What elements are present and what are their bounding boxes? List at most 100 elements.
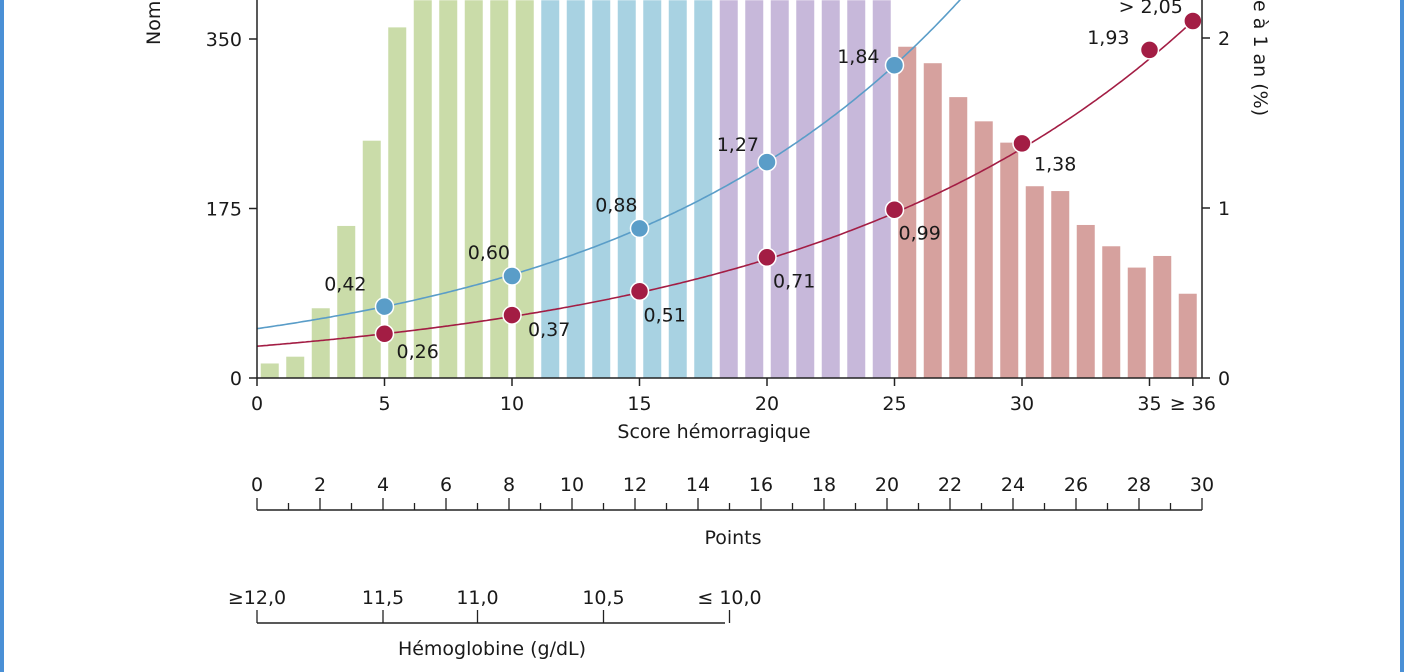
- x-tick-label: 0: [251, 393, 263, 415]
- points-tick-label: 8: [503, 474, 515, 496]
- hemoglobin-scale-title: Hémoglobine (g/dL): [398, 638, 586, 660]
- series-marker: [884, 55, 905, 75]
- data-label: 1,27: [717, 134, 759, 156]
- series-marker: [1139, 40, 1160, 60]
- points-tick-label: 6: [440, 474, 452, 496]
- x-tick-label: 30: [1010, 393, 1034, 415]
- bar: [617, 0, 636, 379]
- bar: [260, 363, 279, 378]
- bar: [1102, 246, 1121, 378]
- bar: [1051, 191, 1070, 378]
- hemoglobin-tick-label: 11,5: [362, 587, 404, 609]
- points-tick-label: 18: [812, 474, 836, 496]
- data-label: 1,38: [1034, 153, 1076, 175]
- bar: [413, 0, 432, 379]
- series-marker: [629, 218, 650, 239]
- bar: [872, 0, 891, 379]
- x-tick-label: 5: [378, 393, 390, 415]
- points-tick-label: 16: [749, 474, 773, 496]
- data-label: 0,26: [397, 341, 439, 363]
- x-tick-label: 15: [627, 393, 651, 415]
- y-left-tick-label: 175: [206, 199, 242, 221]
- y-right-tick-label: 1: [1218, 198, 1230, 220]
- bar: [439, 0, 458, 379]
- bar: [337, 225, 356, 378]
- bar: [745, 0, 764, 379]
- bar: [719, 0, 738, 379]
- data-label: 0,71: [773, 270, 815, 292]
- bar: [515, 0, 534, 379]
- points-tick-label: 12: [623, 474, 647, 496]
- series-marker: [1012, 133, 1032, 154]
- data-label: 0,51: [644, 304, 686, 326]
- hemoglobin-tick-label: ≤ 10,0: [697, 587, 761, 609]
- hemoglobin-tick-label: ≥12,0: [228, 587, 286, 609]
- bar: [821, 0, 840, 379]
- bar: [592, 0, 611, 379]
- series-marker: [502, 266, 522, 286]
- curves-layer: 0,42 0,60 0,88 1,27 1,84 0,26 0,37 0,51 0,71 0,99…: [256, 0, 1203, 363]
- bar: [1153, 255, 1172, 378]
- series-marker: [884, 199, 905, 220]
- series-marker: [374, 296, 395, 317]
- hemoglobin-tick-label: 11,0: [456, 587, 498, 609]
- series-marker: [757, 247, 777, 268]
- points-tick-label: 30: [1190, 474, 1214, 496]
- series-marker: [757, 152, 777, 172]
- hemoglobin-scale: ≥12,0 11,5 11,0 10,5 ≤ 10,0: [228, 587, 762, 624]
- points-scale-title: Points: [704, 527, 761, 549]
- bars-layer: [260, 0, 1197, 379]
- bar: [1025, 186, 1044, 378]
- points-tick-label: 14: [686, 474, 710, 496]
- points-scale: 0 2 4 6 8 10 12 14 16 18 20 22 24 26 28 30: [251, 474, 1214, 511]
- points-tick-label: 0: [251, 474, 263, 496]
- bar: [490, 0, 509, 379]
- series-marker: [1183, 11, 1203, 31]
- data-label: 1,84: [837, 46, 879, 68]
- bar: [1000, 142, 1019, 378]
- hemoglobin-tick-label: 10,5: [582, 587, 624, 609]
- bar: [796, 0, 815, 379]
- data-label: 0,99: [899, 223, 941, 245]
- x-tick-label: ≥ 36: [1170, 393, 1216, 415]
- x-axis-title: Score hémorragique: [617, 421, 810, 443]
- bar: [668, 0, 687, 379]
- bar: [770, 0, 789, 379]
- x-tick-label: 20: [755, 393, 779, 415]
- points-tick-label: 20: [875, 474, 899, 496]
- chart: 0,42 0,60 0,88 1,27 1,84 0,26 0,37 0,51 0,71 0,99…: [143, 0, 1271, 660]
- series-marker: [502, 305, 522, 325]
- points-tick-label: 10: [560, 474, 584, 496]
- bar: [566, 0, 585, 379]
- bar: [362, 140, 381, 378]
- data-label: 1,93: [1087, 27, 1129, 49]
- y-right-tick-label: 0: [1218, 368, 1230, 390]
- bar: [923, 63, 942, 378]
- data-label: > 2,05: [1119, 0, 1183, 18]
- bar: [541, 0, 560, 379]
- series-marker: [374, 324, 395, 344]
- points-tick-label: 28: [1127, 474, 1151, 496]
- points-tick-label: 2: [314, 474, 326, 496]
- bar: [643, 0, 662, 379]
- series-curve: [256, 20, 1194, 347]
- y-left-ticks: 0 175 350: [206, 29, 257, 390]
- data-label: 0,88: [595, 194, 637, 216]
- x-ticks: 0 5 10 15 20 25 30 35 ≥ 36: [251, 378, 1216, 415]
- points-tick-label: 22: [938, 474, 962, 496]
- bar: [311, 308, 330, 378]
- bar: [974, 121, 993, 378]
- y-left-axis-title: Nom: [143, 1, 165, 45]
- points-tick-label: 4: [377, 474, 389, 496]
- x-tick-label: 25: [882, 393, 906, 415]
- data-label: 0,42: [324, 274, 366, 296]
- axes-layer: [256, 0, 1203, 379]
- y-right-axis-title: e à 1 an (%): [1249, 0, 1271, 116]
- x-tick-label: 10: [500, 393, 524, 415]
- series-marker: [629, 281, 650, 302]
- bar: [898, 46, 917, 379]
- bar: [1127, 267, 1146, 378]
- y-left-tick-label: 350: [206, 29, 242, 51]
- y-left-tick-label: 0: [230, 368, 242, 390]
